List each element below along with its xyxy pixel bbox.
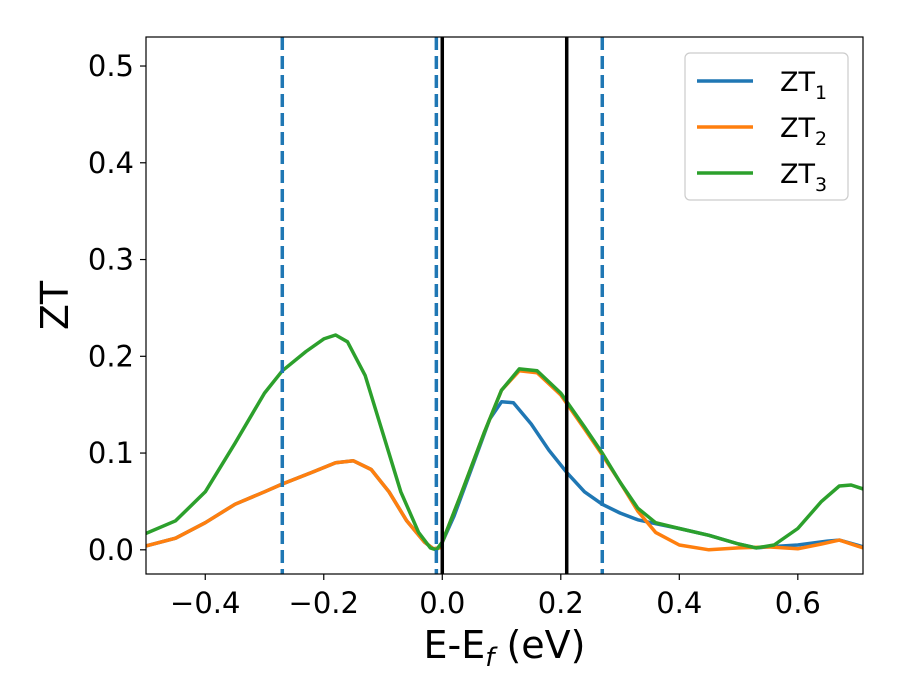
x-tick-label: 0.0: [419, 586, 465, 620]
x-axis-ticks: −0.4 −0.2 0.0 0.2 0.4 0.6: [170, 574, 821, 620]
legend: ZT1 ZT2 ZT3: [684, 52, 849, 201]
y-tick-label: 0.0: [88, 533, 134, 567]
series-line-3: [146, 333, 863, 552]
y-tick-label: 0.4: [88, 146, 134, 180]
legend-box: [684, 52, 849, 201]
x-axis-label-main: E-E: [424, 623, 486, 667]
plot-lines: [146, 333, 863, 552]
y-tick-label: 0.2: [88, 339, 134, 373]
legend-label-3: ZT3: [780, 159, 827, 196]
y-tick-label: 0.5: [88, 49, 134, 83]
y-tick-label: 0.3: [88, 243, 134, 277]
x-tick-label: −0.4: [170, 586, 240, 620]
y-axis-label: ZT: [33, 280, 77, 330]
series-line-2: [146, 369, 863, 552]
x-tick-label: −0.2: [289, 586, 359, 620]
legend-label-1: ZT1: [780, 67, 827, 104]
series-line-1: [146, 400, 863, 551]
legend-label-2: ZT2: [780, 113, 827, 150]
x-tick-label: 0.4: [656, 586, 702, 620]
vertical-reference-lines: [280, 37, 605, 574]
x-tick-label: 0.2: [538, 586, 584, 620]
x-axis-label: E-Ef (eV): [424, 623, 586, 673]
plot-frame: [145, 36, 864, 575]
x-axis-label-unit: (eV): [494, 623, 585, 667]
y-tick-label: 0.1: [88, 436, 134, 470]
y-axis-ticks: 0.0 0.1 0.2 0.3 0.4 0.5: [88, 49, 146, 567]
x-tick-label: 0.6: [775, 586, 821, 620]
